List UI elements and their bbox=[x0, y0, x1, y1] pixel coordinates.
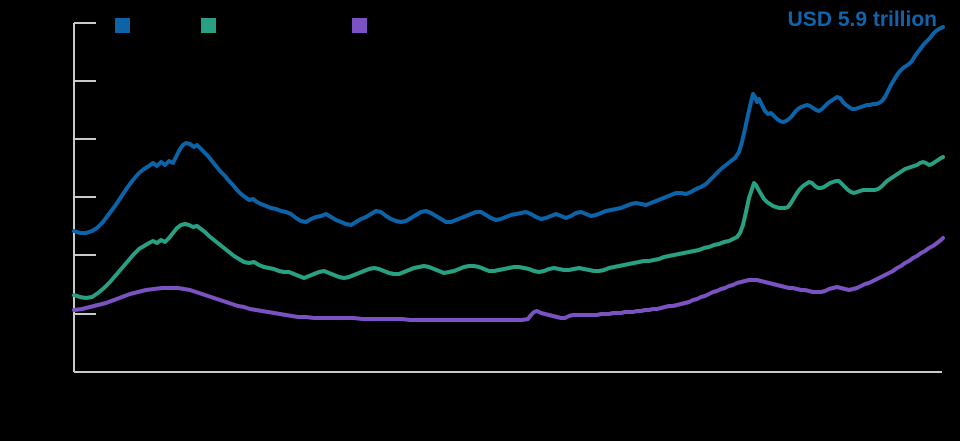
series-line-green bbox=[72, 155, 945, 300]
value-annotation: USD 5.9 trillion bbox=[787, 8, 937, 31]
series-line-purple bbox=[72, 236, 945, 322]
legend-swatch-blue bbox=[115, 18, 130, 33]
series-line-blue bbox=[72, 25, 945, 235]
legend-swatch-green bbox=[201, 18, 216, 33]
legend-swatch-purple bbox=[352, 18, 367, 33]
